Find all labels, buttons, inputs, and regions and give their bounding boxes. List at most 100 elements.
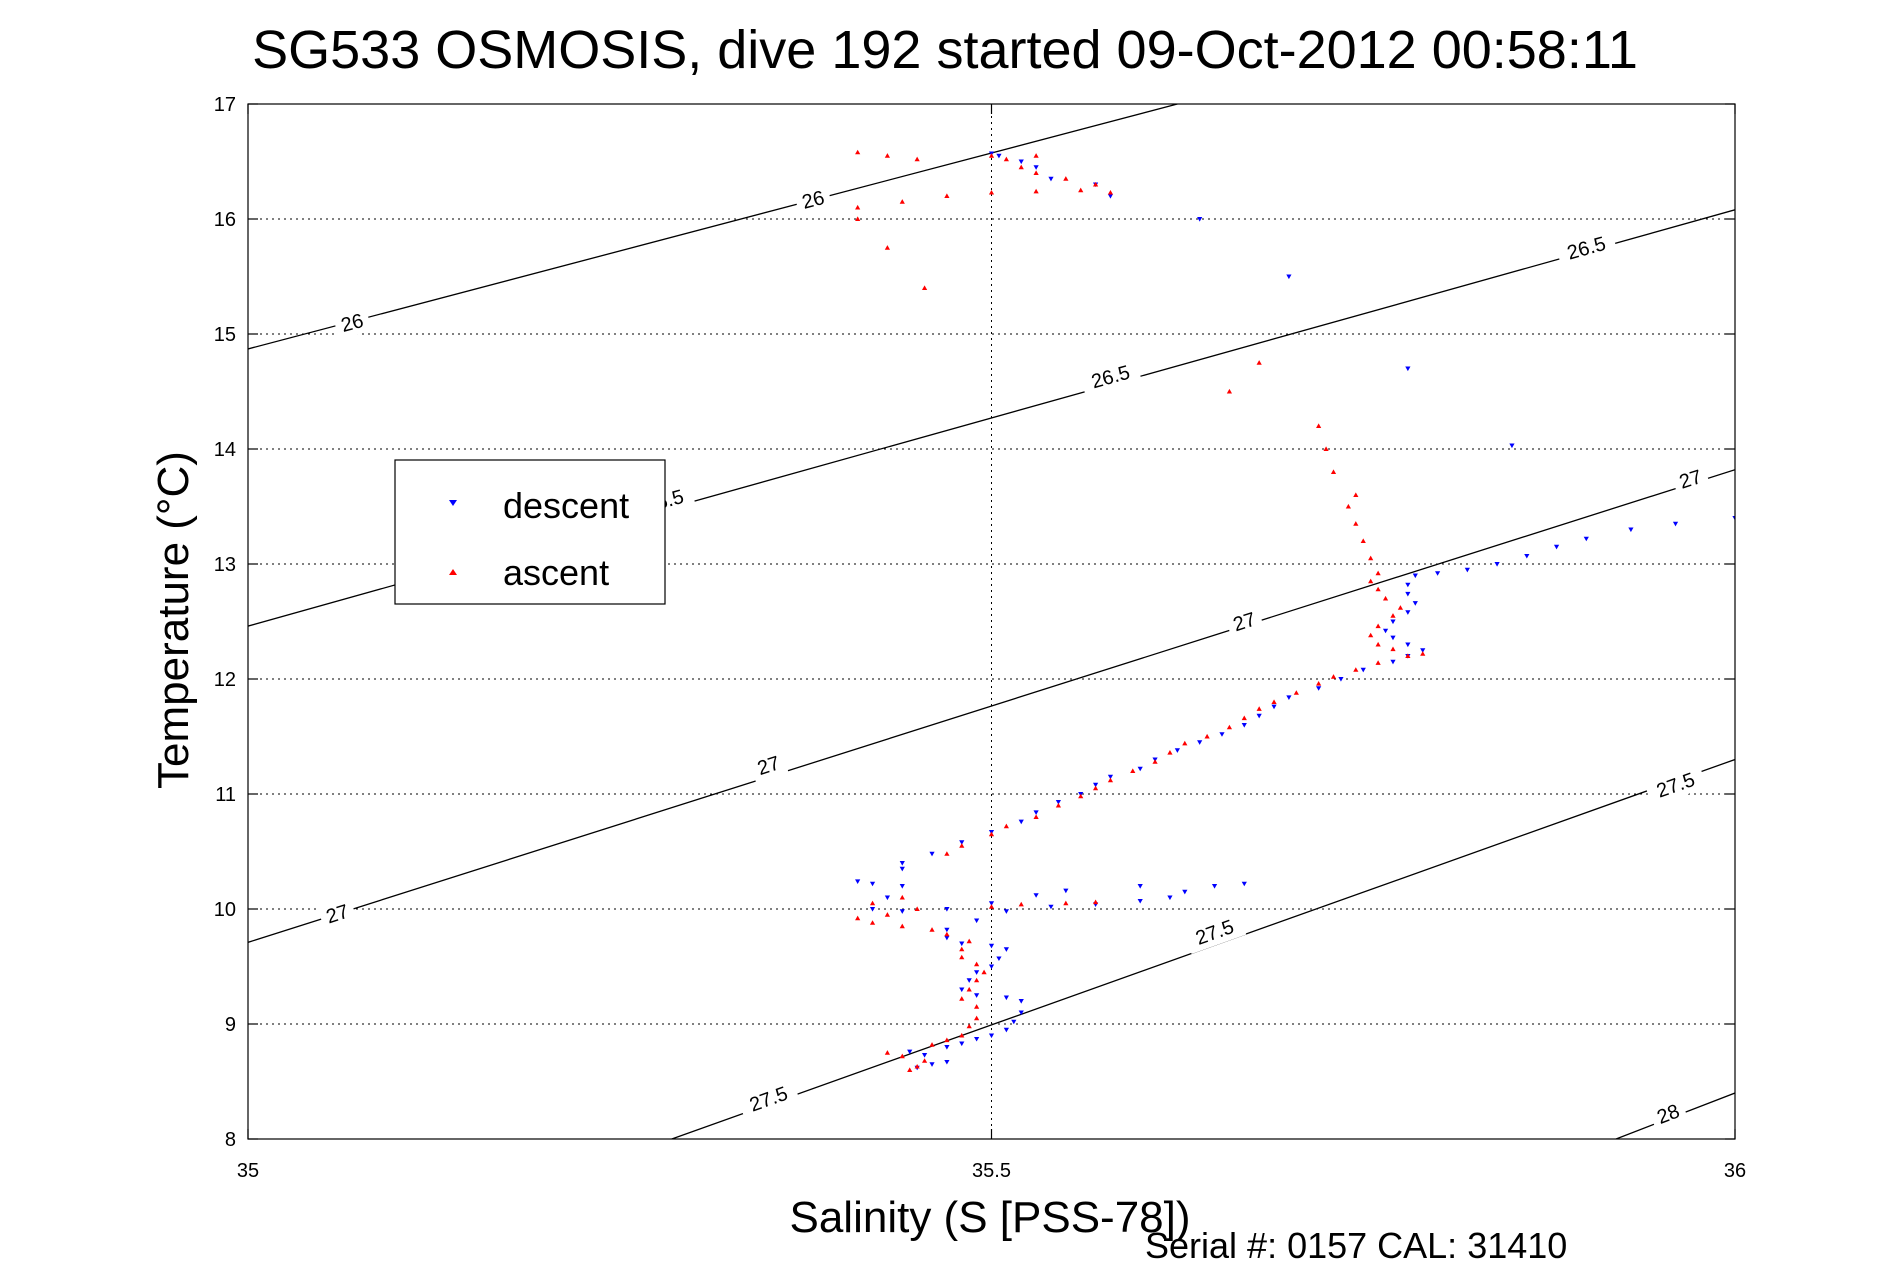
ascent-point: [855, 149, 861, 155]
y-tick-label: 9: [225, 1014, 236, 1036]
ascent-point: [907, 1067, 913, 1072]
descent-point: [988, 943, 995, 949]
descent-point: [1792, 513, 1797, 518]
descent-point: [1494, 562, 1500, 567]
ascent-point: [1130, 768, 1136, 773]
ascent-point: [974, 1004, 980, 1009]
descent-point: [1197, 740, 1203, 745]
descent-point: [1420, 648, 1426, 653]
y-tick-label: 10: [214, 899, 236, 921]
legend-box: [394, 459, 666, 605]
chart-title: SG533 OSMOSIS, dive 192 started 09-Oct-2…: [252, 20, 1638, 80]
descent-point: [1412, 573, 1418, 579]
descent-point: [929, 1062, 935, 1067]
contour-label-bg: [317, 896, 358, 932]
ascent-point: [921, 285, 928, 290]
descent-point: [907, 1049, 913, 1055]
ascent-point: [1390, 613, 1396, 618]
ascent-point: [869, 920, 876, 925]
descent-point: [1197, 217, 1203, 222]
ascent-point: [1003, 823, 1009, 829]
ascent-point: [1092, 785, 1099, 791]
contour-label-bg: [1643, 762, 1708, 807]
descent-point: [1390, 635, 1396, 641]
x-tick-label: 35: [237, 1160, 259, 1182]
y-tick-label: 12: [214, 669, 236, 691]
ascent-point: [988, 189, 995, 195]
ascent-point: [1055, 802, 1062, 808]
descent-point: [1033, 165, 1039, 170]
descent-point: [1286, 695, 1292, 700]
ascent-point: [855, 216, 861, 221]
y-tick-label: 8: [225, 1129, 236, 1151]
ascent-series: [855, 149, 1426, 1072]
ascent-point: [884, 245, 891, 250]
ascent-point: [855, 915, 861, 921]
ascent-point: [1107, 189, 1114, 195]
legend-ascent-marker: [449, 569, 457, 575]
descent-point: [1003, 947, 1009, 952]
descent-point: [921, 1053, 928, 1058]
legend: descent ascent: [394, 459, 666, 605]
ascent-point: [1018, 901, 1024, 907]
descent-point: [988, 901, 995, 906]
ascent-point: [929, 1042, 935, 1047]
ascent-point: [1375, 586, 1381, 592]
descent-point: [1509, 443, 1515, 449]
contour-label-bg: [736, 1076, 801, 1121]
ascent-point: [1345, 503, 1351, 509]
x-axis-label: Salinity (S [PSS-78]): [789, 1193, 1190, 1242]
descent-point: [1241, 881, 1247, 887]
descent-point: [974, 970, 980, 975]
descent-point: [1063, 888, 1069, 894]
ascent-point: [1375, 641, 1381, 647]
descent-point: [869, 881, 876, 887]
ascent-point: [1368, 555, 1374, 561]
contour-label-bg: [1647, 1095, 1689, 1132]
y-tick-label: 17: [214, 94, 236, 116]
descent-point: [1182, 889, 1188, 895]
axis-ticks: 35 35.5 36 8 9 10 11 12 13 14 15 16 17: [214, 94, 1746, 1182]
ascent-point: [899, 199, 905, 204]
ascent-point: [1368, 578, 1374, 584]
contour-label-bg: [332, 305, 372, 340]
ascent-point: [899, 894, 905, 900]
descent-point: [966, 978, 972, 983]
ascent-point: [884, 1050, 891, 1055]
y-tick-label: 16: [214, 209, 236, 231]
contour-label-bg: [1079, 356, 1142, 397]
descent-point: [1018, 819, 1024, 825]
descent-point: [1524, 553, 1530, 559]
descent-point: [959, 1041, 965, 1047]
descent-series: [855, 151, 1797, 1071]
ascent-point: [1375, 623, 1381, 629]
descent-point: [959, 987, 965, 993]
ascent-point: [884, 153, 891, 158]
ascent-point: [899, 923, 905, 929]
ascent-point: [1382, 595, 1389, 601]
ascent-point: [1375, 660, 1381, 665]
ascent-point: [1375, 570, 1381, 576]
descent-point: [988, 964, 995, 970]
descent-point: [944, 1059, 950, 1065]
ascent-point: [1078, 187, 1084, 193]
descent-point: [1405, 610, 1411, 615]
ascent-point: [974, 977, 980, 983]
descent-point: [1338, 677, 1344, 682]
ascent-point: [929, 927, 935, 932]
descent-point: [1174, 748, 1180, 753]
ascent-point: [988, 153, 995, 158]
legend-ascent-label: ascent: [503, 552, 609, 593]
descent-point: [1018, 999, 1024, 1004]
y-tick-label: 13: [214, 554, 236, 576]
ascent-point: [1330, 469, 1337, 474]
descent-point: [1033, 893, 1039, 898]
ascent-point: [1152, 759, 1158, 764]
descent-point: [944, 907, 950, 912]
contour-line: [248, 104, 1178, 350]
descent-point: [1055, 800, 1062, 805]
ascent-point: [944, 193, 950, 198]
ascent-point: [1271, 699, 1277, 704]
ascent-point: [1323, 446, 1329, 451]
ascent-point: [966, 1023, 972, 1029]
